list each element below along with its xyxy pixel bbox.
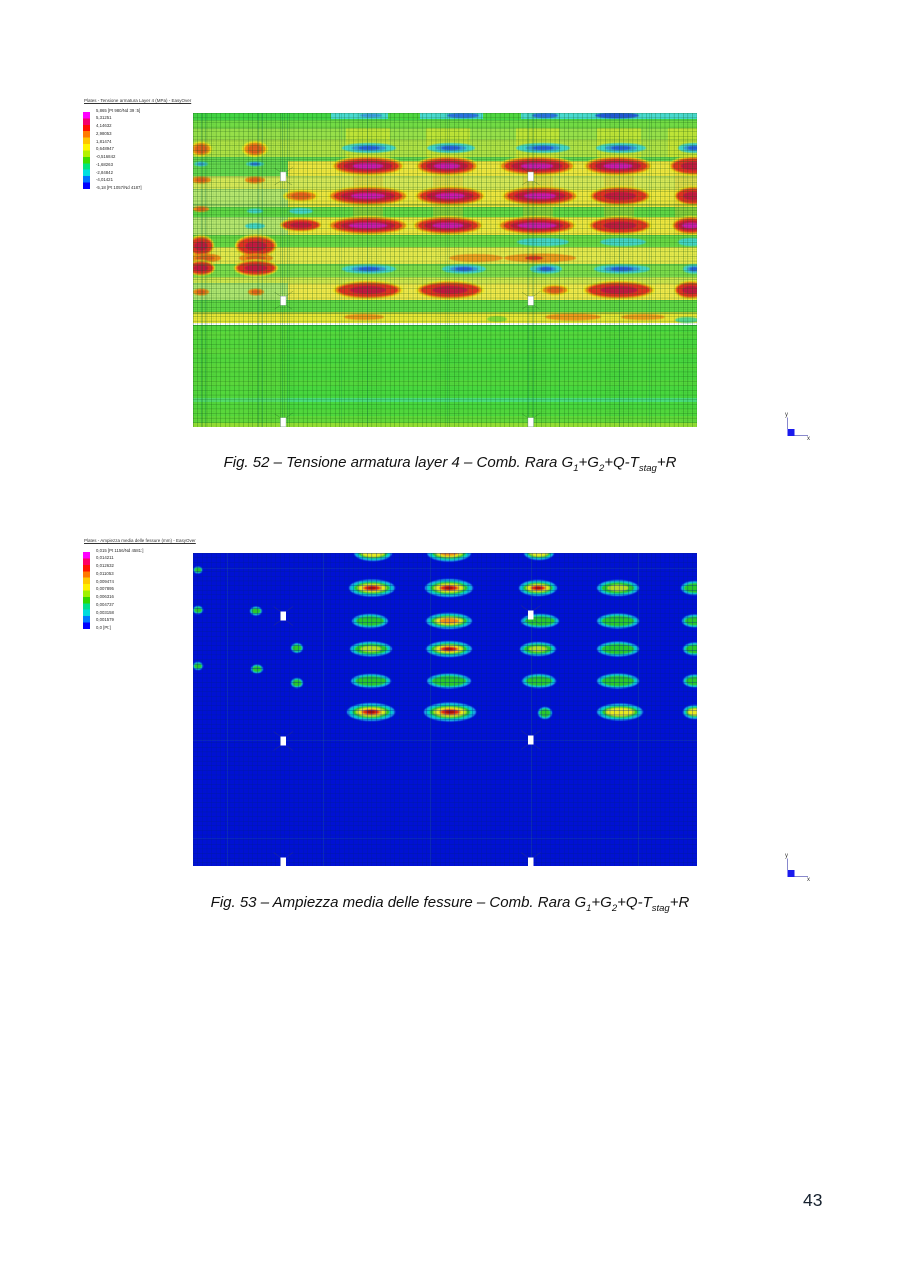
svg-text:y: y: [785, 853, 788, 859]
svg-text:y: y: [785, 412, 788, 418]
svg-text:x: x: [807, 436, 810, 442]
svg-text:x: x: [807, 877, 810, 883]
